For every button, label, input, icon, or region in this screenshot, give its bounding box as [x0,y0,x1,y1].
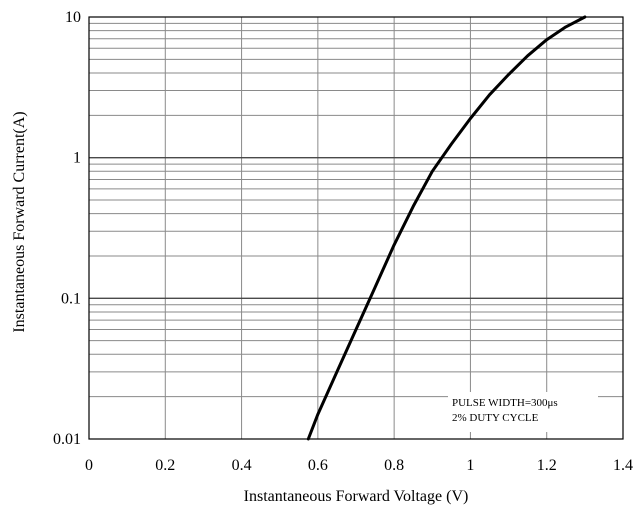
y-tick-label: 1 [73,150,81,167]
y-tick-label: 0.1 [61,290,81,307]
x-tick-label: 1.4 [613,457,633,474]
y-axis-title: Instantaneous Forward Current(A) [11,111,28,332]
x-tick-label: 0 [85,457,93,474]
x-tick-labels: 0 0.2 0.4 0.6 0.8 1 1.2 1.4 [85,457,633,474]
x-axis-title: Instantaneous Forward Voltage (V) [244,488,469,505]
x-tick-label: 1.2 [537,457,557,474]
y-tick-labels: 0.01 0.1 1 10 [53,9,81,448]
x-tick-label: 0.2 [155,457,175,474]
y-tick-label: 10 [65,9,81,26]
annotation-duty-cycle: 2% DUTY CYCLE [452,412,539,424]
plot-area-frame [88,16,624,440]
x-tick-label: 0.6 [308,457,328,474]
x-tick-label: 0.8 [384,457,404,474]
series-layer [306,15,587,441]
annotation-pulse-width: PULSE WIDTH=300μs [452,397,558,409]
y-tick-label: 0.01 [53,431,81,448]
series-line [306,15,587,441]
x-tick-label: 0.4 [232,457,252,474]
annotation-box [448,392,598,432]
x-tick-label: 1 [466,457,474,474]
grid [88,16,624,440]
